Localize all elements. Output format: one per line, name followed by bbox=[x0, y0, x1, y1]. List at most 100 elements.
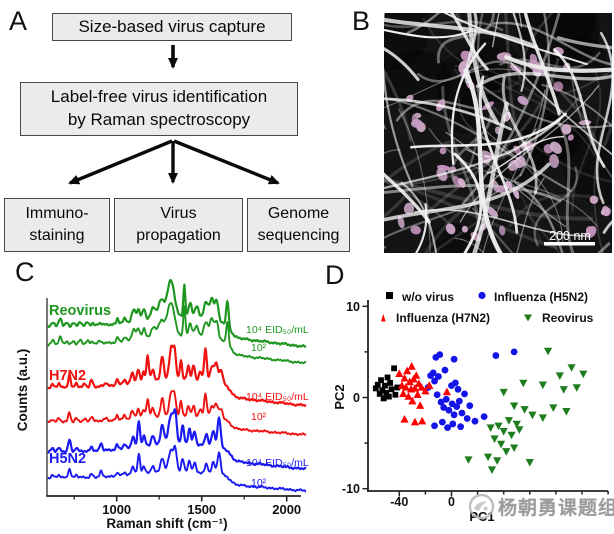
scatter-point bbox=[525, 459, 534, 467]
sem-micrograph: 200 nm bbox=[384, 13, 612, 253]
raman-curve-reovirus-low bbox=[46, 302, 307, 365]
scatter-point bbox=[466, 402, 474, 410]
scatter-point bbox=[510, 402, 519, 411]
scatter-point bbox=[407, 362, 416, 370]
legend-marker-reovirus-icon bbox=[524, 314, 532, 322]
scatter-point bbox=[405, 377, 414, 386]
panel-a-label: A bbox=[9, 6, 28, 36]
scatter-point bbox=[417, 383, 426, 391]
scatter-point bbox=[562, 407, 571, 416]
pca-xlabel: PC1 bbox=[469, 509, 494, 524]
scatter-point bbox=[528, 411, 537, 420]
scatter-point bbox=[412, 371, 421, 379]
scatter-point bbox=[504, 417, 514, 425]
flow-box-size-capture-text: Size-based virus capture bbox=[78, 16, 266, 36]
scale-bar-label: 200 nm bbox=[549, 229, 591, 243]
scatter-point bbox=[538, 381, 547, 390]
legend-label-h7n2: Influenza (H7N2) bbox=[396, 311, 490, 325]
scatter-point bbox=[512, 420, 521, 429]
scatter-point bbox=[392, 391, 399, 398]
flow-box-propagation-line2: propagation bbox=[136, 227, 221, 244]
scatter-point bbox=[454, 385, 462, 393]
pca-legend: w/o virus Influenza (H5N2) Influenza (H7… bbox=[381, 290, 594, 325]
raman-ylabel: Counts (a.u.) bbox=[15, 349, 30, 432]
raman-conc-label-h7n2-low: 10² bbox=[251, 411, 267, 423]
scatter-point bbox=[490, 435, 499, 443]
scatter-point bbox=[410, 383, 420, 392]
legend-marker-h7n2-icon bbox=[381, 313, 386, 322]
raman-series-label-h5n2: H5N2 bbox=[49, 451, 86, 467]
scatter-point bbox=[567, 364, 576, 372]
scatter-point bbox=[496, 440, 506, 449]
pca-points bbox=[372, 347, 588, 474]
flow-arrow-right-icon bbox=[173, 139, 280, 185]
scatter-point bbox=[380, 395, 387, 402]
flow-box-size-capture: Size-based virus capture bbox=[52, 13, 292, 41]
svg-text:-10: -10 bbox=[342, 482, 360, 496]
scatter-point bbox=[510, 444, 519, 453]
scatter-point bbox=[555, 372, 564, 381]
scatter-point bbox=[499, 428, 508, 436]
pca-plot: w/o virus Influenza (H5N2) Influenza (H7… bbox=[332, 290, 609, 524]
flow-box-raman-id-line1: Label-free virus identification bbox=[50, 87, 268, 107]
scatter-point bbox=[579, 370, 588, 379]
scatter-point bbox=[464, 456, 473, 464]
scatter-point bbox=[378, 377, 384, 384]
scatter-point bbox=[492, 352, 500, 359]
scatter-point bbox=[543, 347, 553, 356]
scatter-point bbox=[450, 355, 458, 363]
scatter-point bbox=[438, 418, 446, 426]
svg-text:1000: 1000 bbox=[102, 502, 131, 517]
svg-text:0: 0 bbox=[353, 391, 360, 405]
scatter-point bbox=[391, 365, 397, 372]
legend-marker-h5n2-icon bbox=[478, 291, 486, 300]
flow-box-propagation-line1: Virus bbox=[160, 205, 197, 223]
raman-conc-label-h5n2-high: 10⁴ EID₅₀/mL bbox=[246, 457, 309, 469]
scatter-point bbox=[486, 424, 495, 432]
scatter-point bbox=[376, 390, 383, 397]
scatter-point bbox=[416, 401, 425, 409]
scatter-point bbox=[421, 386, 430, 395]
scatter-point bbox=[457, 423, 465, 431]
scatter-point bbox=[480, 413, 488, 421]
scatter-point bbox=[502, 448, 511, 456]
scatter-point bbox=[549, 404, 558, 412]
flow-box-immunostaining-line1: Immuno- bbox=[25, 205, 89, 223]
scatter-point bbox=[435, 373, 442, 380]
scatter-point bbox=[395, 369, 404, 377]
raman-curve-h7n2-low bbox=[46, 389, 307, 437]
raman-conc-label-reovirus-high: 10⁴ EID₅₀/mL bbox=[246, 324, 309, 336]
scatter-point bbox=[449, 420, 457, 428]
scatter-point bbox=[455, 397, 463, 405]
raman-x-ticks: 1000 1500 2000 bbox=[73, 496, 301, 517]
scatter-point bbox=[403, 366, 412, 375]
raman-conc-label-reovirus-low: 10² bbox=[251, 342, 267, 354]
scatter-point bbox=[408, 396, 417, 405]
flow-arrows bbox=[68, 45, 280, 185]
scatter-point bbox=[418, 416, 427, 425]
scatter-point bbox=[471, 417, 479, 425]
scatter-point bbox=[510, 348, 518, 356]
svg-text:2000: 2000 bbox=[272, 502, 301, 517]
scatter-point bbox=[379, 387, 386, 394]
raman-conc-label-h7n2-high: 10⁴ EID₅₀/mL bbox=[246, 391, 309, 403]
flow-box-immunostaining-line2: staining bbox=[29, 227, 85, 244]
legend-marker-wo-virus-icon bbox=[386, 292, 393, 299]
flow-arrow-left-icon bbox=[68, 139, 173, 185]
raman-curves bbox=[46, 279, 307, 493]
scatter-point bbox=[384, 374, 391, 381]
panel-c-label: C bbox=[15, 257, 35, 287]
legend-label-wo-virus: w/o virus bbox=[401, 290, 454, 304]
scatter-point bbox=[431, 422, 438, 430]
scatter-point bbox=[385, 393, 392, 400]
scatter-point bbox=[442, 387, 452, 396]
svg-text:1500: 1500 bbox=[187, 502, 216, 517]
flow-box-genome: Genome sequencing bbox=[247, 198, 350, 252]
scatter-point bbox=[461, 390, 468, 398]
scatter-point bbox=[507, 431, 516, 440]
flow-box-raman-id: Label-free virus identification by Raman… bbox=[20, 82, 298, 136]
scatter-point bbox=[382, 382, 388, 389]
raman-xlabel: Raman shift (cm⁻¹) bbox=[106, 516, 227, 531]
scatter-point bbox=[400, 414, 409, 423]
